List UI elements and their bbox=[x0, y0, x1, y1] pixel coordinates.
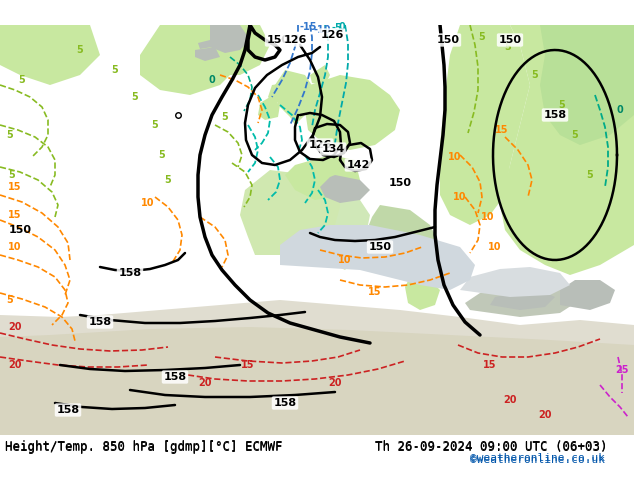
Text: 5: 5 bbox=[132, 92, 138, 102]
Text: 158: 158 bbox=[164, 372, 186, 382]
Text: 10: 10 bbox=[339, 255, 352, 265]
Polygon shape bbox=[0, 25, 30, 45]
Polygon shape bbox=[405, 275, 440, 310]
Text: 5: 5 bbox=[158, 150, 165, 160]
Text: 142: 142 bbox=[346, 160, 370, 170]
Text: 10: 10 bbox=[141, 198, 155, 208]
Polygon shape bbox=[460, 267, 570, 297]
Text: 20: 20 bbox=[8, 322, 22, 332]
Text: 134: 134 bbox=[321, 144, 345, 154]
Polygon shape bbox=[465, 282, 580, 317]
Text: 25: 25 bbox=[615, 365, 629, 375]
Text: 158: 158 bbox=[56, 405, 79, 415]
Text: 5: 5 bbox=[18, 75, 25, 85]
Polygon shape bbox=[385, 235, 420, 265]
Text: 5: 5 bbox=[6, 295, 13, 305]
Text: 15: 15 bbox=[242, 360, 255, 370]
Text: 5: 5 bbox=[586, 170, 593, 180]
Polygon shape bbox=[268, 83, 288, 105]
Text: 5: 5 bbox=[532, 70, 538, 80]
Polygon shape bbox=[195, 47, 220, 61]
Polygon shape bbox=[440, 25, 530, 225]
Text: 5: 5 bbox=[505, 42, 512, 52]
Text: 10: 10 bbox=[453, 192, 467, 202]
Polygon shape bbox=[280, 225, 475, 290]
Text: -10: -10 bbox=[313, 25, 331, 35]
Text: 20: 20 bbox=[8, 360, 22, 370]
Text: Height/Temp. 850 hPa [gdmp][°C] ECMWF: Height/Temp. 850 hPa [gdmp][°C] ECMWF bbox=[5, 441, 283, 454]
Text: 15: 15 bbox=[8, 182, 22, 192]
Text: 150: 150 bbox=[8, 225, 32, 235]
Text: -5: -5 bbox=[332, 23, 342, 33]
Text: Th 26-09-2024 09:00 UTC (06+03): Th 26-09-2024 09:00 UTC (06+03) bbox=[375, 441, 607, 454]
Text: 20: 20 bbox=[538, 410, 552, 420]
Polygon shape bbox=[540, 25, 634, 145]
Text: 5: 5 bbox=[152, 120, 158, 130]
Text: Th 26-09-2024 09:00 UTC (06+03): Th 26-09-2024 09:00 UTC (06+03) bbox=[375, 440, 607, 453]
Text: 150: 150 bbox=[368, 242, 392, 252]
Polygon shape bbox=[430, 25, 634, 275]
Text: 5: 5 bbox=[479, 32, 486, 42]
Text: 10: 10 bbox=[8, 242, 22, 252]
Text: 15: 15 bbox=[495, 125, 508, 135]
Polygon shape bbox=[210, 25, 250, 53]
Polygon shape bbox=[348, 225, 370, 260]
Text: ©weatheronline.co.uk: ©weatheronline.co.uk bbox=[470, 455, 605, 465]
Polygon shape bbox=[0, 25, 100, 85]
Text: 150: 150 bbox=[498, 35, 522, 45]
Polygon shape bbox=[140, 25, 240, 95]
Text: 150: 150 bbox=[266, 35, 290, 45]
Polygon shape bbox=[198, 40, 212, 49]
Text: 126: 126 bbox=[320, 30, 344, 40]
Polygon shape bbox=[200, 25, 270, 75]
Text: 20: 20 bbox=[503, 395, 517, 405]
Polygon shape bbox=[0, 327, 634, 465]
Polygon shape bbox=[275, 70, 315, 125]
Text: 5: 5 bbox=[559, 100, 566, 110]
Text: 5: 5 bbox=[112, 65, 119, 75]
Polygon shape bbox=[258, 97, 280, 120]
Text: 158: 158 bbox=[543, 110, 567, 120]
Text: 15: 15 bbox=[368, 287, 382, 297]
Text: 0: 0 bbox=[617, 105, 623, 115]
Polygon shape bbox=[320, 175, 370, 203]
Text: 5: 5 bbox=[9, 170, 15, 180]
Polygon shape bbox=[0, 435, 634, 465]
Text: 15: 15 bbox=[8, 210, 22, 220]
Text: 150: 150 bbox=[389, 178, 411, 188]
Text: 5: 5 bbox=[77, 45, 84, 55]
Text: 126: 126 bbox=[308, 140, 332, 150]
Text: 150: 150 bbox=[436, 35, 460, 45]
Text: 10: 10 bbox=[488, 242, 501, 252]
Polygon shape bbox=[240, 170, 355, 255]
Text: 10: 10 bbox=[481, 212, 495, 222]
Polygon shape bbox=[0, 300, 634, 465]
Polygon shape bbox=[560, 280, 615, 310]
Polygon shape bbox=[285, 155, 360, 200]
Text: 158: 158 bbox=[88, 317, 112, 327]
Polygon shape bbox=[310, 65, 330, 85]
Text: Height/Temp. 850 hPa [gdmp][°C] ECMWF: Height/Temp. 850 hPa [gdmp][°C] ECMWF bbox=[5, 440, 283, 453]
Polygon shape bbox=[330, 195, 370, 270]
Text: 20: 20 bbox=[328, 378, 342, 388]
Text: 158: 158 bbox=[119, 268, 141, 278]
Text: 10: 10 bbox=[448, 152, 462, 162]
Text: 5: 5 bbox=[222, 112, 228, 122]
Text: 158: 158 bbox=[273, 398, 297, 408]
Polygon shape bbox=[305, 75, 400, 150]
Text: 20: 20 bbox=[198, 378, 212, 388]
Text: ©weatheronline.co.uk: ©weatheronline.co.uk bbox=[470, 453, 605, 463]
Text: 5: 5 bbox=[6, 130, 13, 140]
Polygon shape bbox=[365, 205, 440, 275]
Text: -15: -15 bbox=[299, 22, 317, 32]
Text: 5: 5 bbox=[572, 130, 578, 140]
Text: 5: 5 bbox=[165, 175, 171, 185]
Text: 126: 126 bbox=[283, 35, 307, 45]
Text: 0: 0 bbox=[339, 22, 346, 32]
Text: 0: 0 bbox=[209, 75, 216, 85]
Text: 15: 15 bbox=[483, 360, 497, 370]
Polygon shape bbox=[490, 290, 555, 310]
